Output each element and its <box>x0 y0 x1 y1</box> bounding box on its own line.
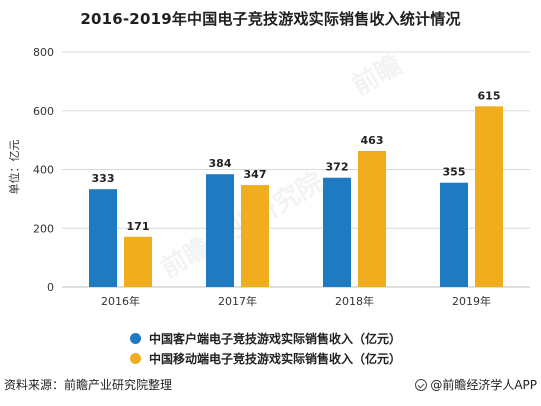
legend-marker-series-2 <box>130 352 141 364</box>
legend-label-series-2: 中国移动端电子竞技游戏实际销售收入（亿元） <box>149 351 402 366</box>
legend: 中国客户端电子竞技游戏实际销售收入（亿元） 中国移动端电子竞技游戏实际销售收入（… <box>130 328 401 368</box>
data-label: 333 <box>92 172 115 185</box>
data-label: 347 <box>244 168 267 181</box>
brand-icon <box>415 379 428 391</box>
data-label: 615 <box>478 89 501 102</box>
data-label: 384 <box>209 157 232 170</box>
y-tick-label: 600 <box>33 105 54 118</box>
chart-title: 2016-2019年中国电子竞技游戏实际销售收入统计情况 <box>80 10 461 28</box>
x-tick-label: 2017年 <box>218 294 257 308</box>
bar-series-1 <box>440 182 468 287</box>
x-axis-ticks: 2016年 2017年 2018年 2019年 <box>101 294 491 308</box>
bar-series-2 <box>124 236 152 287</box>
legend-item-series-1: 中国客户端电子竞技游戏实际销售收入（亿元） <box>130 328 401 348</box>
y-tick-label: 200 <box>33 222 54 235</box>
bar-series-1 <box>323 177 351 287</box>
data-label: 355 <box>443 166 466 179</box>
data-label: 463 <box>361 134 384 147</box>
x-tick-label: 2018年 <box>335 294 374 308</box>
y-tick-label: 800 <box>33 46 54 59</box>
brand-text: @前瞻经济学人APP <box>430 378 537 392</box>
legend-item-series-2: 中国移动端电子竞技游戏实际销售收入（亿元） <box>130 348 401 368</box>
source-note: 资料来源：前瞻产业研究院整理 <box>4 378 173 392</box>
legend-label-series-1: 中国客户端电子竞技游戏实际销售收入（亿元） <box>149 331 402 346</box>
bar-series-2 <box>475 106 503 287</box>
bars <box>89 106 503 287</box>
data-label: 372 <box>326 161 349 174</box>
bar-series-1 <box>89 189 117 287</box>
legend-marker-series-1 <box>130 332 141 344</box>
y-tick-label: 400 <box>33 164 54 177</box>
bar-series-2 <box>358 150 386 287</box>
y-axis-label: 单位：亿元 <box>7 140 21 195</box>
bar-series-2 <box>241 185 269 287</box>
x-tick-label: 2019年 <box>452 294 491 308</box>
y-tick-label: 0 <box>47 281 54 294</box>
x-tick-label: 2016年 <box>101 294 140 308</box>
brand-credit: @前瞻经济学人APP <box>415 376 537 393</box>
data-labels: 333 171 384 347 372 463 355 615 <box>92 89 501 232</box>
y-axis-ticks: 0 200 400 600 800 <box>33 46 54 294</box>
data-label: 171 <box>127 220 150 233</box>
bar-series-1 <box>206 174 234 287</box>
